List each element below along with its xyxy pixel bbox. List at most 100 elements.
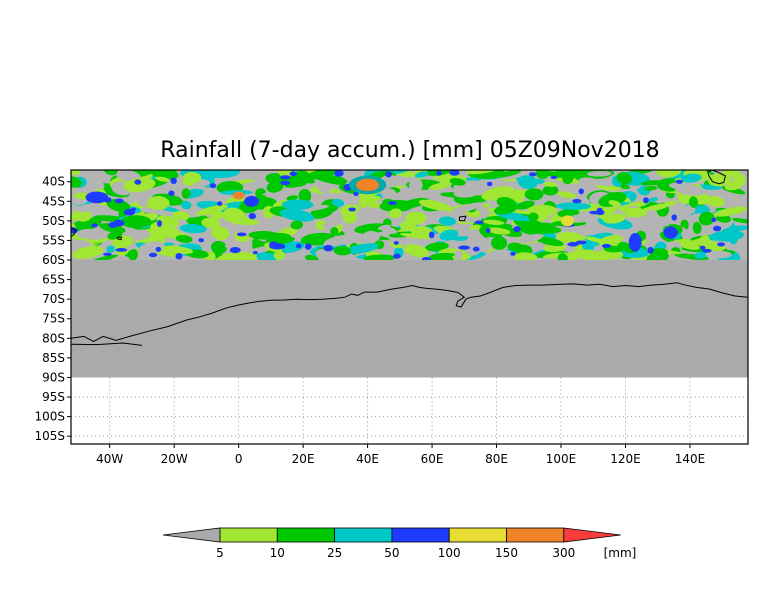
rain-cell [524, 188, 544, 201]
map-plot-area [70, 169, 749, 445]
rain-cell [362, 230, 380, 243]
rain-cell [279, 208, 315, 222]
rain-cell [705, 250, 732, 259]
rain-cell [698, 211, 715, 226]
rain-cell-heavy [114, 198, 124, 204]
rain-cell-heavy [510, 251, 516, 256]
rain-cell-heavy [647, 246, 654, 254]
colorbar-box [219, 527, 278, 543]
rain-cell [535, 236, 564, 247]
rain-cell [578, 177, 599, 186]
rain-cell [542, 171, 570, 178]
rain-cell [598, 235, 624, 247]
rain-cell [424, 242, 449, 252]
lat-tick-label: 70S [42, 292, 65, 306]
rain-cell [517, 175, 538, 189]
rain-cell-heavy [113, 219, 125, 227]
rain-cell [331, 198, 345, 207]
rain-cell [479, 206, 489, 219]
rain-cell-heavy [578, 188, 584, 195]
coastline-ross-ice-shelf [70, 342, 142, 346]
rain-cell [513, 217, 548, 232]
rain-cell [333, 245, 352, 256]
rain-cell [281, 199, 314, 210]
rain-maximum [561, 215, 574, 227]
rain-cell [557, 208, 580, 218]
lat-tick-label: 105S [34, 429, 65, 443]
rain-cell-heavy [474, 220, 484, 225]
lon-tick-label: 0 [235, 452, 243, 466]
rain-maximum [232, 191, 245, 200]
rain-maximum [85, 191, 109, 204]
rain-cell [179, 223, 207, 234]
lat-tick-label: 65S [42, 273, 65, 287]
rain-cell [155, 176, 171, 182]
rain-cell [403, 244, 429, 258]
lon-tick-label: 120E [610, 452, 641, 466]
rain-cell-heavy [486, 181, 493, 187]
lat-tick-label: 80S [42, 331, 65, 345]
rain-cell [648, 197, 659, 202]
rain-maximum [244, 195, 259, 207]
rain-cell-heavy [393, 253, 401, 259]
rain-cell [557, 191, 577, 199]
rain-cell [380, 187, 397, 200]
rain-cell [210, 226, 230, 241]
rain-cell [72, 245, 104, 259]
colorbar-level-label: 100 [438, 546, 461, 560]
rain-cell [713, 206, 747, 217]
rain-cell [569, 249, 594, 255]
rain-cell-heavy [567, 241, 579, 247]
rain-cell [496, 197, 517, 210]
rain-cell [363, 254, 396, 261]
rain-cell [71, 170, 81, 176]
rain-cell [486, 227, 511, 235]
rain-cell [730, 217, 748, 225]
colorbar-box [391, 527, 450, 543]
rain-cell [556, 231, 585, 244]
rain-cell-heavy [572, 199, 582, 204]
rain-cell-heavy [156, 220, 162, 227]
rain-cell [535, 170, 549, 180]
colorbar-over-triangle [563, 527, 621, 543]
lon-tick-label: 60E [421, 452, 444, 466]
rain-cell [248, 230, 281, 240]
rain-cell-heavy [295, 243, 302, 249]
colorbar-box [276, 527, 335, 543]
rain-cell [507, 242, 524, 252]
rain-cell [330, 227, 339, 236]
rain-cell-heavy [334, 170, 344, 177]
rain-cell [410, 225, 434, 238]
rain-cell-heavy [385, 171, 392, 178]
rain-cell [432, 252, 456, 258]
rain-cell-heavy [675, 179, 683, 184]
rain-cell [388, 208, 403, 219]
rain-cell [99, 223, 126, 234]
rain-cell-heavy [642, 197, 649, 204]
rain-cell-heavy [711, 217, 717, 222]
rain-cell [128, 249, 138, 261]
rain-cell [405, 211, 427, 225]
rain-cell [273, 250, 285, 261]
rain-cell [655, 170, 682, 178]
rain-cell [342, 209, 357, 219]
rain-cell [74, 208, 92, 222]
rain-cell [491, 236, 508, 250]
lat-tick-label: 85S [42, 351, 65, 365]
rain-cell-heavy [702, 248, 712, 253]
rain-cell [148, 233, 166, 244]
colorbar-level-label: 10 [270, 546, 285, 560]
rain-cell [694, 251, 708, 259]
rain-cell [255, 188, 267, 199]
rain-cell [481, 186, 515, 201]
rain-cell-heavy [348, 207, 356, 212]
lon-tick-label: 40W [96, 452, 123, 466]
rain-cell-heavy [91, 223, 98, 228]
colorbar-box [506, 527, 565, 543]
rain-cell-heavy [393, 241, 399, 245]
rain-cell-heavy [175, 252, 183, 260]
rain-cell-heavy [115, 248, 128, 252]
map-frame [70, 169, 749, 445]
rain-maximum [269, 243, 286, 250]
rain-cell-heavy [170, 177, 177, 185]
